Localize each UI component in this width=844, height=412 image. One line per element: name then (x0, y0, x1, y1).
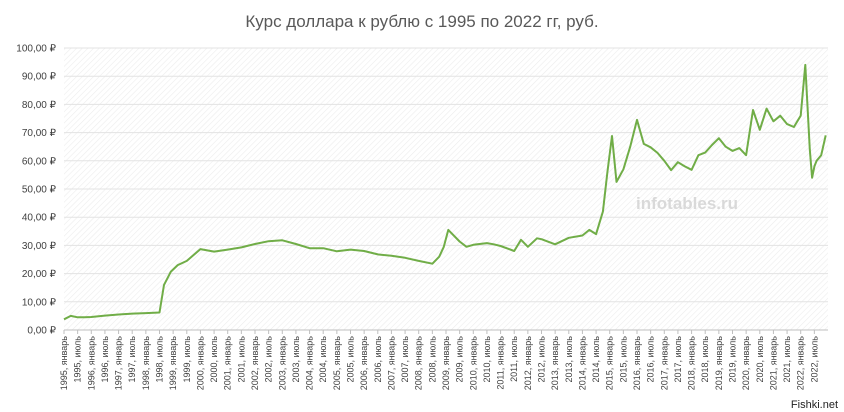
x-tick-label: 2005, январь (332, 336, 342, 391)
x-tick-label: 2017, январь (659, 336, 669, 391)
corner-watermark: Fishki.net (791, 399, 838, 411)
x-tick-label: 2003, январь (277, 336, 287, 391)
y-tick-label: 0,00 ₽ (27, 326, 56, 337)
y-tick-label: 10,00 ₽ (22, 297, 57, 308)
y-tick-label: 60,00 ₽ (22, 156, 57, 167)
y-tick-label: 70,00 ₽ (22, 128, 57, 139)
x-tick-label: 1996, июль (100, 336, 110, 383)
x-tick-label: 2000, январь (195, 336, 205, 391)
x-tick-label: 2002, январь (250, 336, 260, 391)
x-tick-label: 1998, июль (155, 336, 165, 383)
y-tick-label: 40,00 ₽ (22, 213, 57, 224)
x-tick-label: 2022, январь (796, 336, 806, 391)
x-tick-label: 2010, июль (482, 336, 492, 383)
x-tick-label: 2012, июль (537, 336, 547, 383)
y-tick-label: 50,00 ₽ (22, 185, 57, 196)
y-tick-label: 100,00 ₽ (16, 44, 56, 55)
x-tick-label: 1998, январь (141, 336, 151, 391)
x-tick-label: 2020, июль (755, 336, 765, 383)
x-tick-label: 2006, июль (373, 336, 383, 383)
y-axis: 0,00 ₽ 10,00 ₽ 20,00 ₽ 30,00 ₽ 40,00 ₽ 50,00 … (16, 44, 56, 337)
x-tick-label: 2017, июль (673, 336, 683, 383)
x-tick-label: 2012, январь (523, 336, 533, 391)
x-tick-label: 2006, январь (359, 336, 369, 391)
x-tick-label: 2002, июль (264, 336, 274, 383)
x-tick-label: 2001, январь (223, 336, 233, 391)
series-line (63, 63, 827, 321)
x-tick-label: 2019, июль (728, 336, 738, 383)
x-tick-label: 2000, июль (209, 336, 219, 383)
x-tick-label: 2013, июль (564, 336, 574, 383)
y-tick-label: 30,00 ₽ (22, 241, 57, 252)
y-tick-label: 20,00 ₽ (22, 269, 57, 280)
x-tick-label: 1995, июль (73, 336, 83, 383)
x-axis: 1995, январь 1995, июль 1996, январь 1996, … (59, 330, 819, 390)
x-tick-label: 2016, июль (646, 336, 656, 383)
x-tick-label: 2015, июль (618, 336, 628, 383)
x-tick-label: 2020, январь (741, 336, 751, 391)
x-tick-label: 2008, январь (414, 336, 424, 391)
x-tick-label: 2021, июль (782, 336, 792, 383)
x-tick-label: 2003, июль (291, 336, 301, 383)
watermark: infotables.ru (636, 194, 738, 213)
y-tick-label: 90,00 ₽ (22, 72, 57, 83)
x-tick-label: 1999, июль (182, 336, 192, 383)
x-tick-label: 2007, июль (400, 336, 410, 383)
x-tick-label: 2001, июль (236, 336, 246, 383)
y-tick-label: 80,00 ₽ (22, 100, 57, 111)
series-layer (63, 63, 827, 321)
grid-lines (64, 47, 828, 331)
x-tick-label: 2004, июль (318, 336, 328, 383)
x-tick-label: 2018, январь (687, 336, 697, 391)
x-tick-label: 1995, январь (59, 336, 69, 391)
x-tick-label: 2010, январь (468, 336, 478, 391)
x-tick-label: 2014, июль (591, 336, 601, 383)
x-tick-label: 2004, январь (305, 336, 315, 391)
x-tick-label: 2014, январь (577, 336, 587, 391)
x-tick-label: 2021, январь (768, 336, 778, 391)
x-tick-label: 2013, январь (550, 336, 560, 391)
x-tick-label: 2019, январь (714, 336, 724, 391)
x-tick-label: 2011, январь (496, 336, 506, 390)
x-tick-label: 2005, июль (346, 336, 356, 383)
x-tick-label: 2011, июль (509, 336, 519, 382)
chart-title: Курс доллара к рублю с 1995 по 2022 гг, … (245, 12, 598, 31)
x-tick-label: 1996, январь (86, 336, 96, 391)
x-tick-label: 1999, январь (168, 336, 178, 391)
x-tick-label: 2009, январь (441, 336, 451, 391)
x-tick-label: 2018, июль (700, 336, 710, 383)
x-tick-label: 2022, июль (809, 336, 819, 383)
x-tick-label: 2009, июль (455, 336, 465, 383)
x-tick-label: 2007, январь (386, 336, 396, 391)
x-tick-label: 1997, июль (127, 336, 137, 383)
x-tick-label: 2008, июль (427, 336, 437, 383)
x-tick-label: 2015, январь (605, 336, 615, 391)
x-tick-label: 2016, январь (632, 336, 642, 391)
x-tick-label: 1997, январь (114, 336, 124, 391)
